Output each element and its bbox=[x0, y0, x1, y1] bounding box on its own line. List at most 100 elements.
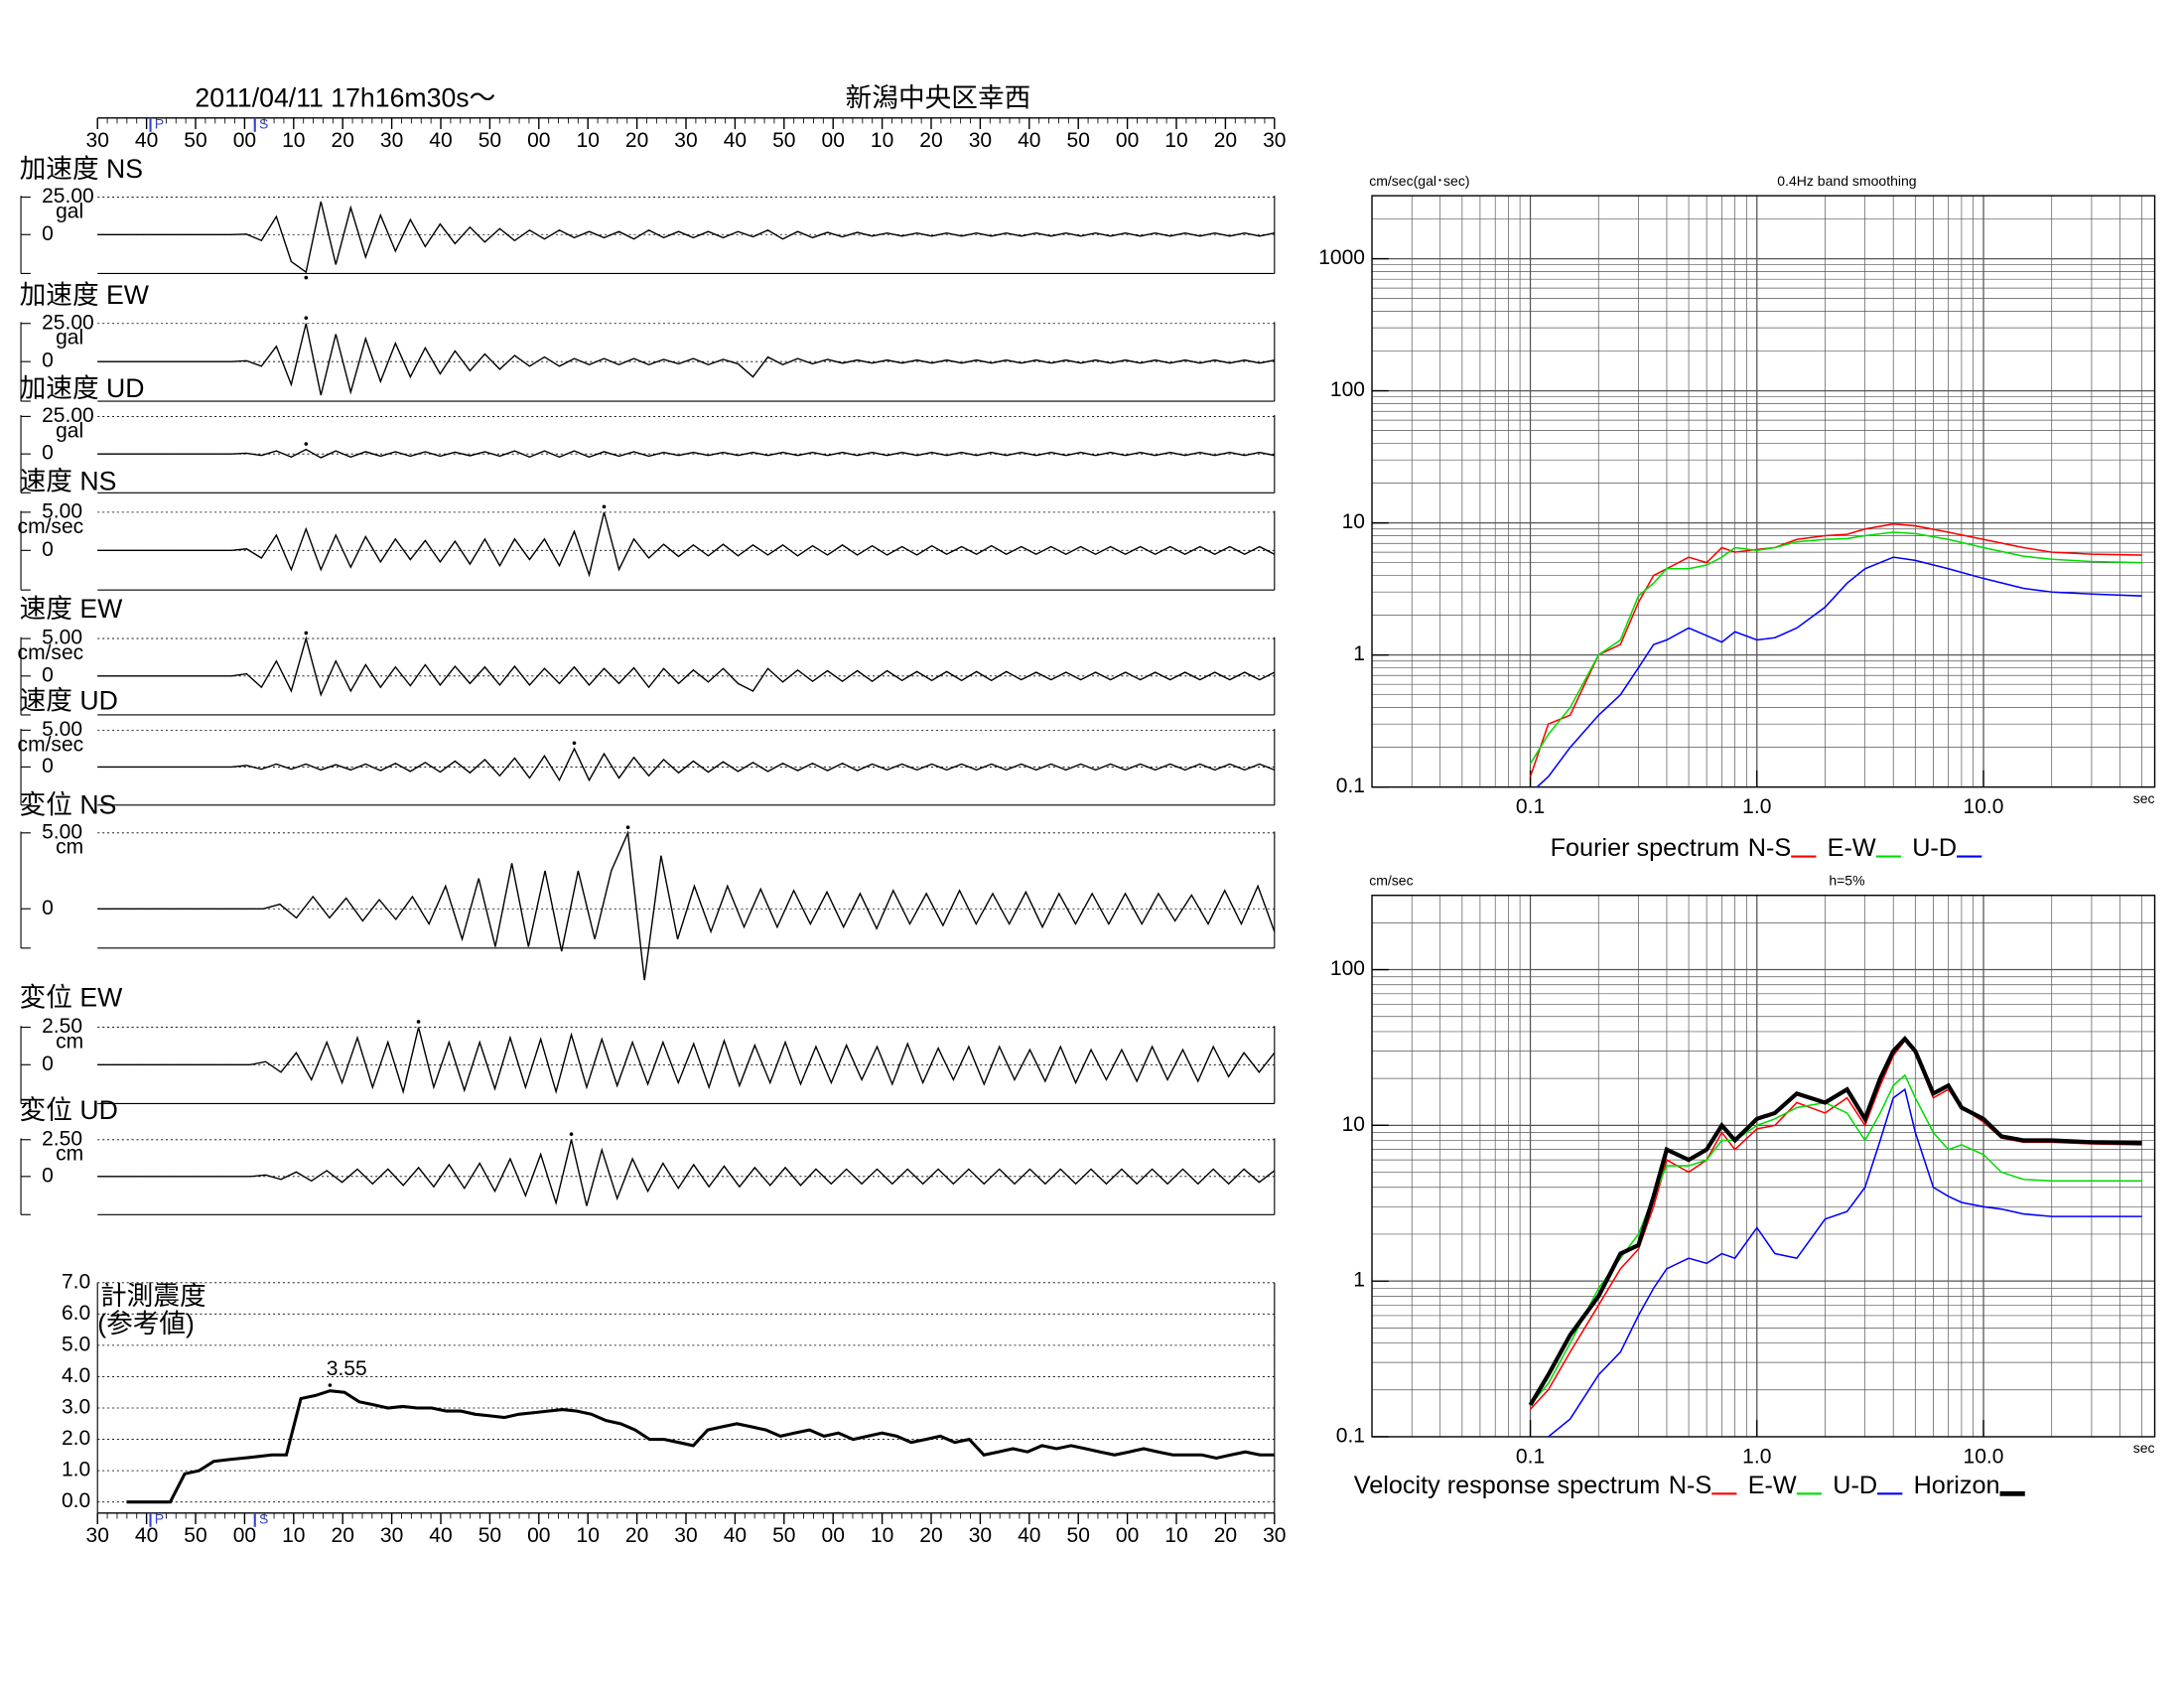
trace-unit: cm/sec bbox=[18, 515, 84, 538]
waveform bbox=[97, 747, 1276, 782]
y-tick-label: 100 bbox=[1330, 957, 1365, 980]
time-label: 40 bbox=[724, 129, 747, 152]
time-label: 40 bbox=[429, 129, 452, 152]
legend-label: N-S bbox=[1669, 1472, 1711, 1499]
spectrum-line bbox=[1529, 522, 2142, 777]
trace-unit: cm/sec bbox=[18, 641, 84, 664]
y-tick-label: 10 bbox=[1342, 510, 1365, 533]
y-tick-label: 0 bbox=[42, 222, 54, 245]
time-label: 50 bbox=[184, 1524, 206, 1547]
time-label: 10 bbox=[282, 1524, 305, 1547]
legend-label: Horizon bbox=[1914, 1472, 2000, 1499]
time-label: 30 bbox=[674, 129, 697, 152]
intensity-title: 計測震度 bbox=[100, 1281, 206, 1311]
peak-dot bbox=[304, 631, 309, 635]
y-tick-label: 2.50 bbox=[42, 1015, 82, 1038]
x-tick-label: 10.0 bbox=[1964, 795, 2004, 818]
x-tick-label: 0.1 bbox=[1516, 1445, 1545, 1468]
y-tick-label: 2.50 bbox=[42, 1127, 82, 1150]
time-label: 30 bbox=[674, 1524, 697, 1547]
spectrum-line bbox=[1529, 1073, 2142, 1406]
peak-dot bbox=[328, 1383, 333, 1387]
phase-label: S bbox=[259, 1511, 268, 1527]
header-station: 新潟中央区幸西 bbox=[846, 83, 1031, 113]
panel-subtitle: h=5% bbox=[1829, 872, 1864, 888]
y-tick-label: 1.0 bbox=[62, 1459, 90, 1481]
spectrum-line bbox=[1548, 1087, 2142, 1437]
time-label: 20 bbox=[1214, 129, 1237, 152]
y-tick-label: 0 bbox=[42, 663, 54, 686]
time-label: 20 bbox=[919, 129, 942, 152]
waveform bbox=[97, 511, 1276, 578]
trace-title: 変位 EW bbox=[20, 983, 124, 1013]
trace-unit: cm/sec bbox=[18, 733, 84, 756]
waveform bbox=[97, 448, 1275, 459]
trace-title: 加速度 UD bbox=[20, 373, 145, 403]
peak-dot bbox=[572, 741, 577, 746]
trace-title: 加速度 NS bbox=[20, 154, 143, 184]
x-tick-label: 0.1 bbox=[1516, 795, 1545, 818]
time-label: 50 bbox=[772, 129, 795, 152]
time-label: 30 bbox=[969, 1524, 992, 1547]
time-label: 10 bbox=[1164, 129, 1187, 152]
phase-label: P bbox=[155, 1511, 164, 1527]
peak-dot bbox=[304, 275, 309, 280]
x-tick-label: 10.0 bbox=[1964, 1445, 2004, 1468]
waveform bbox=[97, 201, 1275, 274]
time-label: 50 bbox=[772, 1524, 795, 1547]
trace-title: 速度 UD bbox=[20, 685, 118, 715]
time-label: 10 bbox=[871, 1524, 893, 1547]
time-label: 10 bbox=[282, 129, 305, 152]
y-tick-label: 5.00 bbox=[42, 820, 82, 843]
peak-dot bbox=[625, 825, 630, 830]
y-tick-label: 6.0 bbox=[62, 1302, 90, 1325]
time-label: 00 bbox=[233, 1524, 256, 1547]
y-tick-label: 5.00 bbox=[42, 627, 82, 649]
peak-label: 3.55 bbox=[327, 1357, 367, 1380]
legend-label: E-W bbox=[1828, 834, 1876, 862]
y-tick-label: 0 bbox=[42, 1053, 54, 1075]
y-tick-label: 1 bbox=[1353, 642, 1365, 665]
y-tick-label: 4.0 bbox=[62, 1364, 90, 1387]
legend-title: Velocity response spectrum bbox=[1354, 1472, 1661, 1499]
intensity-line bbox=[126, 1389, 1275, 1504]
spectrum-line bbox=[1536, 556, 2142, 787]
plot-frame bbox=[1371, 895, 2156, 1438]
peak-dot bbox=[416, 1020, 421, 1024]
y-tick-label: 3.0 bbox=[62, 1396, 90, 1419]
spectrum-line bbox=[1529, 531, 2142, 765]
y-tick-label: 0.1 bbox=[1336, 774, 1365, 797]
time-label: 00 bbox=[822, 1524, 845, 1547]
spectrum-line bbox=[1528, 1035, 2142, 1407]
time-label: 00 bbox=[822, 129, 845, 152]
time-label: 00 bbox=[1116, 1524, 1139, 1547]
time-label: 50 bbox=[1067, 129, 1090, 152]
y-tick-label: 1000 bbox=[1318, 246, 1365, 269]
time-label: 10 bbox=[577, 1524, 600, 1547]
trace-unit: gal bbox=[56, 200, 83, 222]
time-label: 40 bbox=[1018, 129, 1040, 152]
time-label: 00 bbox=[527, 1524, 550, 1547]
waveform bbox=[97, 635, 1276, 697]
trace-title: 変位 NS bbox=[20, 789, 117, 819]
y-tick-label: 0.0 bbox=[62, 1489, 90, 1512]
phase-label: P bbox=[155, 116, 164, 132]
peak-dot bbox=[602, 504, 607, 509]
y-tick-label: 25.00 bbox=[42, 311, 94, 334]
y-unit: cm/sec(gal･sec) bbox=[1369, 173, 1469, 189]
spectrum-panel: 0.1 1.0 10.0 0.1 1 10 100 1000 cm/sec(gal･sec) se… bbox=[1318, 173, 2156, 862]
time-label: 30 bbox=[1263, 1524, 1286, 1547]
y-tick-label: 0 bbox=[42, 442, 54, 465]
legend-label: E-W bbox=[1748, 1472, 1797, 1499]
trace-unit: gal bbox=[56, 327, 83, 350]
y-tick-label: 25.00 bbox=[42, 185, 94, 208]
legend-label: N-S bbox=[1748, 834, 1791, 862]
time-label: 40 bbox=[724, 1524, 747, 1547]
x-tick-label: 1.0 bbox=[1742, 1445, 1771, 1468]
y-tick-label: 0.1 bbox=[1336, 1425, 1365, 1448]
plot-frame bbox=[1371, 195, 2156, 788]
time-label: 40 bbox=[135, 129, 158, 152]
time-label: 00 bbox=[233, 129, 256, 152]
